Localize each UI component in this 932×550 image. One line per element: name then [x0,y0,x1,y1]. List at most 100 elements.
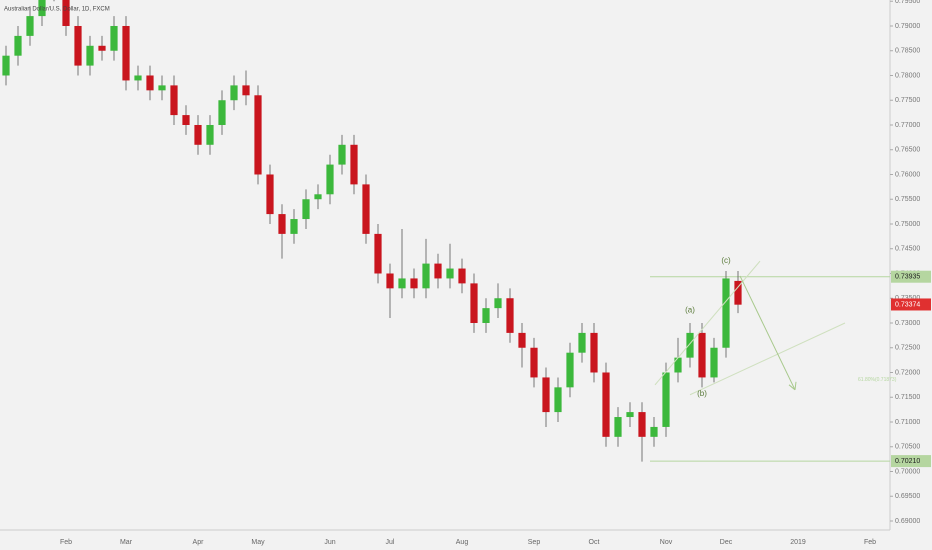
candle-body [2,55,10,76]
candle-body [602,372,610,437]
candle-body [590,332,598,373]
x-tick-label: Dec [720,539,733,546]
candle-body [638,412,646,437]
plot [2,0,890,462]
candle-body [86,45,94,66]
candle-body [626,412,634,418]
x-tick-label: Nov [660,539,673,546]
candle-body [722,278,730,348]
arrow-head [788,381,797,391]
level-label: 0.70210 [895,458,920,465]
x-tick-label: May [251,539,265,546]
y-tick-label: 0.76000 [895,171,920,178]
candle-body [650,426,658,437]
y-tick-label: 0.76500 [895,147,920,154]
candle-body [314,194,322,200]
candle-body [566,352,574,388]
y-tick-label: 0.79500 [895,0,920,5]
candle-body [422,263,430,289]
candle-body [74,25,82,66]
candle-body [518,332,526,348]
candle-body [302,199,310,220]
candle-body [14,35,22,56]
candle-body [410,278,418,289]
candle-body [734,280,742,305]
candle-body [386,273,394,289]
candle-body [194,124,202,145]
x-tick-label: Apr [193,539,205,546]
level-label: 0.73935 [895,274,920,281]
wave-label: (c) [721,256,731,265]
candle-body [662,372,670,427]
candle-body [542,377,550,413]
candle-body [710,347,718,378]
x-tick-label: Mar [120,539,133,546]
candle-body [326,164,334,195]
candle-body [434,263,442,279]
candle-body [362,184,370,234]
level-tag [891,455,931,468]
channel-line [689,322,846,396]
candle-body [290,219,298,234]
candle-body [230,85,238,101]
candle-body [674,357,682,373]
y-tick-label: 0.77500 [895,97,920,104]
candle-body [506,298,514,333]
candle-body [158,85,166,91]
last-price-label: 0.73374 [895,301,920,308]
y-tick-label: 0.75500 [895,196,920,203]
candle-body [206,124,214,145]
x-tick-label: Oct [589,539,600,546]
projection-arrow [739,275,796,391]
y-tick-label: 0.69000 [895,518,920,525]
candle-body [146,75,154,91]
candle-body [482,308,490,323]
wave-label: (b) [697,389,707,398]
candle-body [374,233,382,274]
candle-body [530,347,538,378]
fib-label: 61.80%(0.71873) [858,377,897,383]
last-price-tag [891,298,931,311]
x-tick-label: Feb [864,539,876,546]
y-tick-label: 0.78500 [895,48,920,55]
channel-line [654,260,761,386]
y-tick-label: 0.77000 [895,122,920,129]
candle-body [578,332,586,353]
y-tick-label: 0.74500 [895,246,920,253]
x-tick-label: Feb [60,539,72,546]
x-tick-label: Sep [528,539,541,546]
y-tick-label: 0.72000 [895,369,920,376]
y-tick-label: 0.75000 [895,221,920,228]
candle-body [242,85,250,96]
candle-body [98,45,106,51]
x-tick-label: Aug [456,539,469,546]
candle-body [38,0,46,17]
level-tag [891,270,931,283]
y-tick-label: 0.79000 [895,23,920,30]
candle-body [122,25,130,81]
candle-body [554,387,562,413]
chart-title: Australian Dollar/U.S. Dollar, 1D, FXCM [4,7,110,13]
y-tick-label: 0.71000 [895,419,920,426]
candle-body [686,332,694,358]
y-tick-label: 0.71500 [895,394,920,401]
y-tick-label: 0.69500 [895,493,920,500]
candle-body [134,75,142,81]
candle-body [266,174,274,215]
candle-body [614,417,622,437]
candle-body [278,214,286,234]
x-tick-label: Jul [386,539,395,546]
candle-body [494,298,502,309]
candle-body [470,283,478,323]
candle-body [698,332,706,378]
x-tick-label: 2019 [790,539,806,546]
y-tick-label: 0.72500 [895,345,920,352]
candle-body [458,268,466,284]
candle-body [26,16,34,36]
candle-body [350,144,358,185]
candle-body [254,95,262,175]
candle-body [182,115,190,125]
wave-label: (a) [685,306,695,315]
y-tick-label: 0.73000 [895,320,920,327]
candle-body [218,100,226,125]
